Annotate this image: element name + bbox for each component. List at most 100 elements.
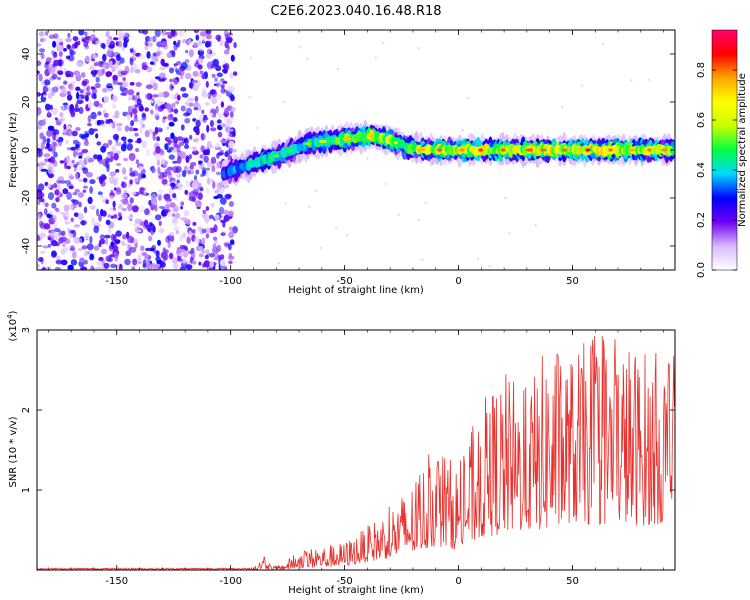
y-tick-label: 0	[21, 147, 32, 153]
colorbar: 0.0 0.2 0.4 0.6 0.8 Normalized spectral ampl…	[696, 29, 748, 278]
noise-blob	[122, 77, 126, 81]
noise-blob	[52, 214, 57, 222]
noise-blob	[87, 122, 92, 127]
noise-blob	[189, 164, 194, 170]
colorbar-label: Normalized spectral amplitude	[737, 73, 748, 227]
noise-blob	[87, 100, 93, 109]
noise-blob	[180, 249, 186, 253]
noise-blob	[194, 95, 199, 102]
noise-blob	[90, 265, 94, 270]
noise-blob	[46, 137, 51, 144]
noise-blob	[40, 198, 45, 203]
noise-blob	[123, 140, 127, 148]
noise-blob	[127, 216, 133, 220]
noise-blob	[165, 31, 172, 36]
noise-blob	[114, 239, 121, 245]
noise-blob	[152, 35, 157, 43]
noise-blob	[116, 123, 123, 127]
noise-blob	[130, 120, 135, 127]
noise-blob	[149, 99, 154, 104]
noise-blob	[51, 73, 58, 80]
spectrogram-y-label: Frequency (Hz)	[8, 112, 19, 188]
noise-blob	[63, 204, 70, 212]
noise-blob	[158, 206, 166, 209]
noise-blob	[95, 76, 100, 83]
noise-blob	[172, 160, 178, 164]
noise-blob	[132, 95, 136, 101]
ridge-peak	[304, 142, 312, 146]
noise-blob	[147, 39, 154, 48]
noise-blob	[212, 181, 216, 189]
noise-blob	[191, 80, 195, 84]
noise-blob	[187, 97, 195, 102]
noise-blob	[145, 247, 151, 252]
noise-blob	[124, 258, 131, 266]
noise-blob	[55, 259, 63, 265]
noise-blob	[79, 133, 85, 139]
noise-blob	[79, 89, 85, 94]
noise-speckle	[561, 106, 564, 109]
noise-blob	[130, 69, 134, 73]
noise-blob	[137, 254, 142, 261]
noise-blob	[47, 236, 52, 241]
noise-blob	[105, 31, 110, 37]
noise-blob	[205, 33, 212, 40]
noise-blob	[125, 250, 131, 257]
noise-blob	[89, 186, 93, 194]
noise-blob	[112, 37, 119, 41]
noise-blob	[229, 239, 235, 246]
noise-blob	[195, 200, 202, 208]
noise-blob	[180, 217, 188, 221]
noise-blob	[39, 132, 45, 140]
noise-blob	[144, 208, 150, 216]
noise-blob	[148, 235, 153, 242]
noise-blob	[115, 169, 120, 173]
noise-blob	[60, 259, 68, 266]
noise-blob	[228, 253, 232, 258]
y-tick-label: 3	[21, 327, 32, 333]
noise-blob	[173, 63, 178, 67]
y-tick-label: -40	[21, 238, 32, 254]
noise-blob	[37, 263, 40, 268]
noise-blob	[47, 243, 52, 248]
noise-blob	[178, 252, 184, 257]
noise-blob	[118, 203, 123, 210]
noise-blob	[42, 37, 47, 42]
noise-blob	[45, 31, 49, 36]
noise-blob	[44, 79, 51, 86]
colorbar-tick-label: 0.8	[696, 62, 707, 78]
noise-blob	[132, 50, 137, 56]
noise-blob	[62, 188, 69, 195]
noise-blob	[157, 239, 161, 246]
noise-blob	[121, 181, 127, 189]
noise-blob	[184, 144, 190, 150]
noise-blob	[121, 80, 128, 88]
noise-blob	[198, 246, 204, 252]
noise-blob	[195, 119, 201, 128]
noise-blob	[172, 262, 179, 270]
noise-blob	[184, 72, 192, 80]
noise-blob	[49, 210, 53, 215]
noise-blob	[47, 148, 52, 152]
noise-blob	[72, 36, 79, 42]
noise-blob	[75, 72, 80, 77]
noise-blob	[152, 133, 156, 141]
noise-blob	[98, 176, 104, 184]
noise-blob	[222, 80, 228, 84]
noise-blob	[62, 102, 69, 106]
noise-blob	[78, 201, 82, 208]
noise-blob	[140, 245, 145, 252]
noise-speckle	[488, 264, 491, 268]
noise-blob	[67, 204, 74, 211]
noise-blob	[205, 233, 210, 239]
noise-blob	[151, 165, 156, 174]
noise-blob	[109, 60, 113, 69]
noise-blob	[154, 109, 160, 117]
noise-blob	[102, 175, 107, 180]
noise-blob	[115, 142, 122, 147]
noise-blob	[86, 91, 91, 96]
noise-blob	[63, 48, 67, 52]
noise-blob	[51, 50, 55, 56]
noise-blob	[170, 132, 175, 140]
noise-blob	[177, 94, 181, 101]
